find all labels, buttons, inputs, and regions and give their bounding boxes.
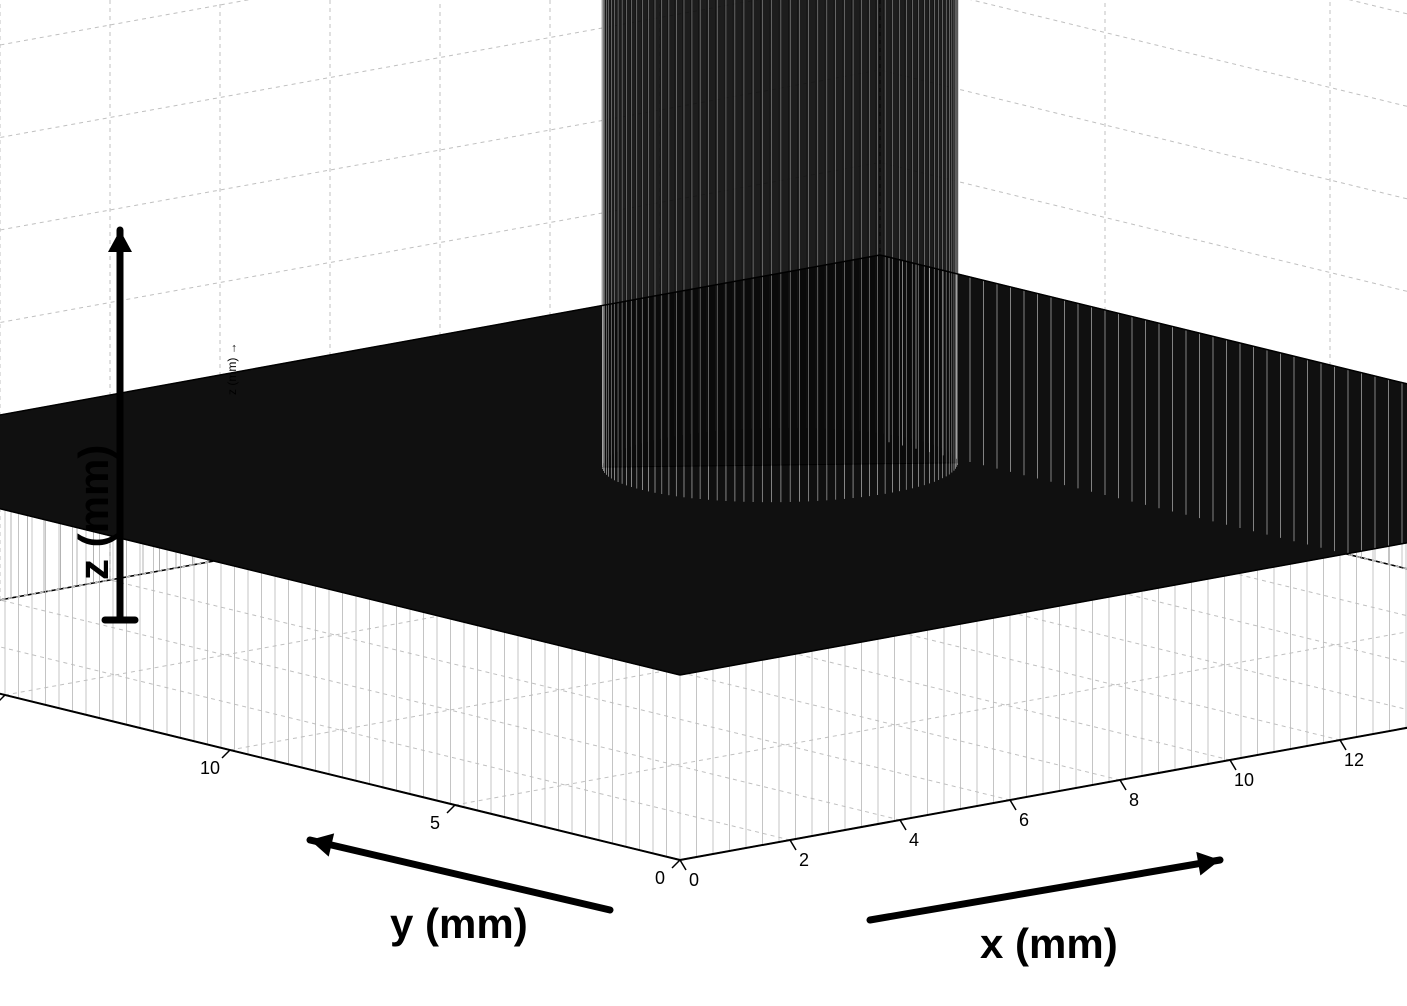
svg-text:4: 4 (909, 830, 919, 850)
svg-text:6: 6 (1019, 810, 1029, 830)
x-axis-big-label: x (mm) (980, 920, 1118, 968)
svg-text:0: 0 (689, 870, 699, 890)
z-axis-big-label: z (mm) (70, 445, 118, 580)
z-axis-small-label: z (mm) → (225, 342, 239, 395)
y-axis-big-label: y (mm) (390, 900, 528, 948)
svg-text:10: 10 (200, 758, 220, 778)
svg-text:5: 5 (430, 813, 440, 833)
svg-text:12: 12 (1344, 750, 1364, 770)
svg-text:8: 8 (1129, 790, 1139, 810)
svg-text:0: 0 (655, 868, 665, 888)
svg-text:10: 10 (1234, 770, 1254, 790)
3d-plot: 0510152025303540024681012141618200510152… (0, 0, 1407, 1006)
svg-text:2: 2 (799, 850, 809, 870)
